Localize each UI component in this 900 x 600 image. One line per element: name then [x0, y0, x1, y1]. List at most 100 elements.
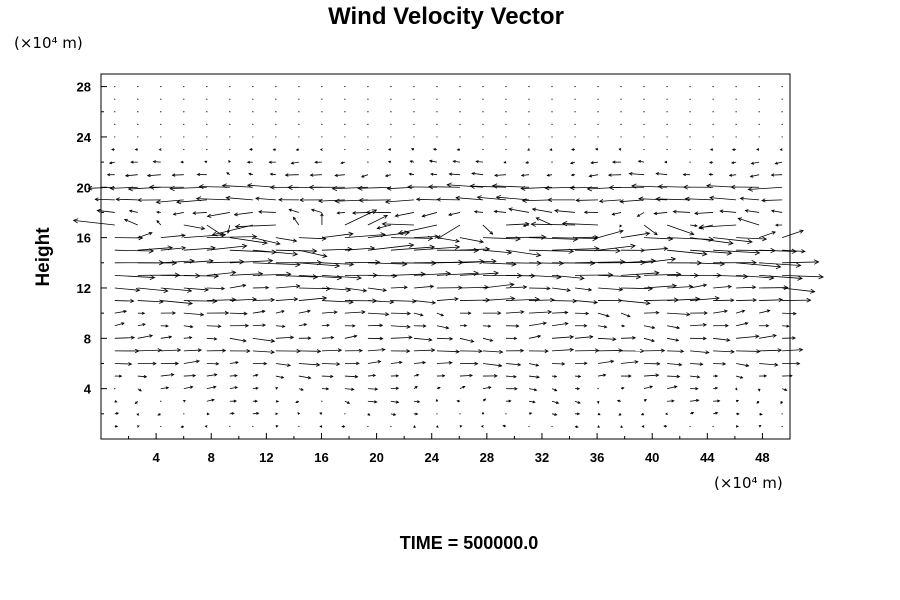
wind-vector — [137, 361, 157, 366]
wind-vector — [482, 311, 502, 316]
wind-vector — [482, 224, 494, 235]
wind-vector — [709, 195, 737, 201]
wind-vector — [667, 399, 675, 403]
wind-vector — [206, 212, 230, 218]
wind-vector — [689, 148, 691, 151]
wind-vector — [321, 246, 353, 252]
wind-vector — [597, 136, 599, 138]
wind-vector — [390, 299, 417, 304]
wind-vector — [183, 148, 185, 151]
wind-vector — [272, 148, 276, 151]
wind-vector — [666, 85, 668, 88]
wind-vector — [759, 374, 768, 378]
wind-vector — [588, 174, 599, 178]
wind-vector — [137, 231, 153, 238]
wind-vector — [690, 350, 710, 355]
wind-vector — [226, 172, 231, 176]
wind-vector — [229, 348, 251, 353]
wind-vector — [459, 136, 461, 138]
wind-vector — [436, 85, 438, 88]
wind-vector — [608, 184, 645, 191]
wind-vector — [275, 348, 302, 354]
wind-vector — [160, 85, 162, 88]
wind-vector — [413, 136, 415, 138]
wind-vector — [491, 183, 530, 189]
wind-vector — [206, 373, 218, 377]
wind-vector — [275, 123, 277, 125]
wind-vector — [690, 283, 708, 289]
wind-vector — [643, 385, 654, 390]
wind-vector — [413, 98, 415, 100]
wind-vector — [575, 259, 626, 265]
wind-vector — [663, 424, 668, 428]
wind-vector — [428, 159, 438, 163]
wind-vector — [735, 111, 737, 113]
wind-vector — [111, 148, 115, 151]
wind-vector — [471, 171, 484, 176]
wind-vector — [204, 160, 208, 164]
wind-vector — [365, 210, 391, 215]
y-tick-label: 16 — [77, 231, 91, 246]
wind-vector — [551, 347, 575, 352]
wind-vector — [384, 199, 414, 205]
wind-vector — [667, 362, 683, 367]
wind-vector — [297, 412, 301, 415]
wind-vector — [134, 400, 139, 405]
wind-vector — [183, 111, 185, 113]
wind-vector — [528, 123, 530, 125]
wind-vector — [551, 388, 558, 392]
wind-vector — [183, 85, 185, 88]
wind-vector — [525, 161, 530, 164]
wind-vector — [367, 98, 369, 100]
wind-vector — [344, 361, 360, 366]
wind-vector — [252, 323, 267, 327]
wind-vector — [206, 362, 220, 366]
wind-vector — [183, 336, 193, 340]
wind-vector — [367, 360, 382, 364]
wind-vector — [252, 237, 281, 246]
wind-vector — [735, 98, 737, 100]
wind-vector — [206, 243, 248, 251]
wind-vector — [275, 284, 301, 289]
wind-vector — [667, 337, 680, 342]
wind-vector — [114, 85, 116, 88]
wind-vector — [712, 136, 714, 138]
wind-vector — [597, 111, 599, 113]
wind-vector — [655, 196, 691, 202]
wind-vector — [569, 161, 576, 165]
wind-vector — [436, 297, 459, 302]
wind-vector — [713, 284, 732, 289]
wind-vector — [756, 400, 760, 404]
wind-vector — [320, 212, 324, 226]
wind-vector — [597, 412, 601, 416]
wind-vector — [758, 85, 760, 88]
wind-vector — [390, 413, 397, 416]
wind-vector — [505, 136, 507, 138]
wind-vector — [413, 412, 419, 416]
wind-vector — [390, 111, 392, 113]
wind-vector — [183, 287, 210, 292]
wind-vector — [334, 173, 345, 177]
x-tick-label: 44 — [700, 450, 715, 465]
wind-vector — [275, 324, 286, 328]
wind-vector — [782, 287, 816, 294]
wind-vector — [684, 196, 714, 202]
wind-vector — [638, 196, 668, 202]
wind-vector — [390, 425, 392, 428]
wind-vector — [114, 287, 141, 293]
wind-vector — [505, 234, 547, 240]
wind-vector — [367, 85, 369, 88]
wind-vector — [229, 374, 238, 378]
wind-vector — [643, 224, 658, 236]
wind-vector — [770, 209, 783, 213]
wind-vector — [782, 274, 824, 280]
wind-vector — [690, 387, 699, 391]
wind-vector — [249, 148, 253, 151]
wind-vector — [782, 311, 797, 316]
wind-vector — [749, 174, 760, 178]
y-tick-label: 4 — [84, 382, 92, 397]
wind-vector — [482, 123, 484, 125]
wind-vector — [689, 411, 695, 415]
wind-vector — [736, 375, 744, 379]
